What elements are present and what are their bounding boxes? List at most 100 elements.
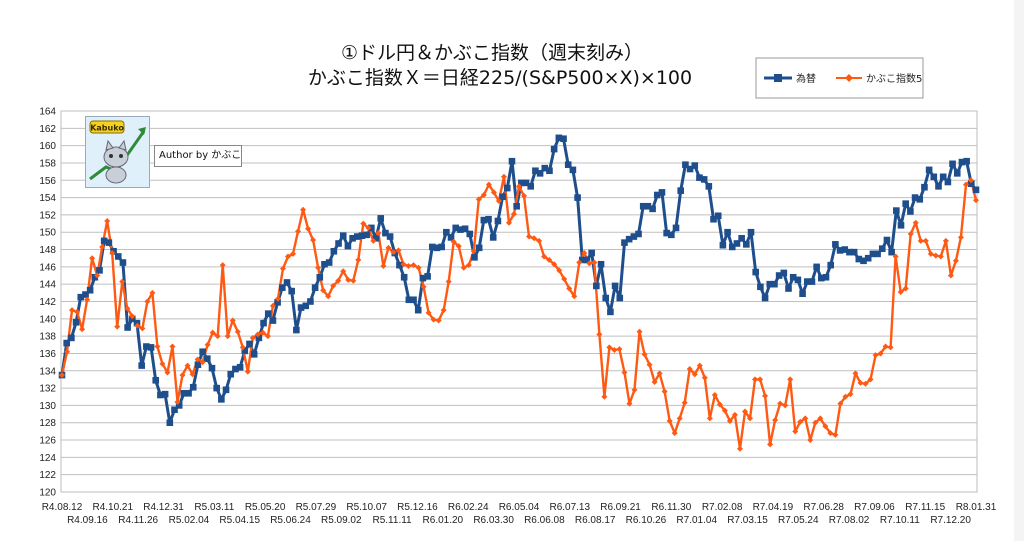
point-usd-jpy <box>77 293 85 301</box>
point-usd-jpy <box>180 389 188 397</box>
x-tick-label: R7.02.08 <box>702 502 743 513</box>
x-tick-label: R5.06.24 <box>270 515 311 526</box>
point-usd-jpy <box>672 224 680 232</box>
point-usd-jpy <box>311 284 319 291</box>
point-usd-jpy <box>827 261 834 269</box>
point-kabuko <box>912 219 919 226</box>
point-kabuko <box>440 307 447 314</box>
point-usd-jpy <box>250 351 258 358</box>
point-kabuko <box>857 379 864 386</box>
point-kabuko <box>827 430 834 437</box>
point-usd-jpy <box>668 231 675 239</box>
point-kabuko <box>681 399 688 406</box>
point-usd-jpy <box>471 254 478 261</box>
y-tick-label: 152 <box>39 210 56 221</box>
point-kabuko <box>420 283 427 290</box>
point-usd-jpy <box>307 298 314 305</box>
point-usd-jpy <box>147 344 155 351</box>
point-kabuko <box>69 307 76 314</box>
point-usd-jpy <box>841 246 849 253</box>
point-kabuko <box>812 419 819 426</box>
point-usd-jpy <box>213 384 220 392</box>
point-kabuko <box>907 230 914 237</box>
y-tick-label: 132 <box>39 384 56 395</box>
point-usd-jpy <box>321 260 328 268</box>
point-usd-jpy <box>86 286 94 294</box>
point-kabuko <box>194 356 201 363</box>
point-kabuko <box>536 237 543 244</box>
point-usd-jpy <box>424 273 431 280</box>
x-tick-label: R6.05.04 <box>499 502 540 513</box>
point-usd-jpy <box>241 347 249 355</box>
point-kabuko <box>947 272 954 279</box>
y-tick-label: 144 <box>39 280 56 291</box>
point-usd-jpy <box>738 234 745 242</box>
point-usd-jpy <box>428 243 436 251</box>
point-kabuko <box>892 253 899 260</box>
point-usd-jpy <box>457 226 464 233</box>
point-usd-jpy <box>494 217 502 225</box>
x-tick-label: R7.01.04 <box>676 515 717 526</box>
x-tick-label: R7.09.06 <box>854 502 895 513</box>
point-kabuko <box>164 369 171 376</box>
point-kabuko <box>691 371 698 378</box>
point-kabuko <box>470 248 477 255</box>
point-usd-jpy <box>527 183 535 190</box>
point-kabuko <box>114 323 121 330</box>
y-tick-label: 124 <box>39 453 56 464</box>
point-kabuko <box>546 256 553 263</box>
point-kabuko <box>973 197 979 204</box>
point-kabuko <box>731 411 738 418</box>
x-tick-label: R5.11.11 <box>373 515 413 526</box>
point-kabuko <box>330 282 337 289</box>
x-tick-label: R6.03.30 <box>473 515 514 526</box>
point-usd-jpy <box>771 280 778 288</box>
x-tick-label: R7.08.02 <box>829 515 870 526</box>
point-kabuko <box>752 376 759 383</box>
point-usd-jpy <box>452 224 460 232</box>
point-usd-jpy <box>555 134 563 142</box>
point-usd-jpy <box>733 240 741 247</box>
point-kabuko <box>797 418 804 425</box>
point-kabuko <box>189 371 196 378</box>
point-kabuko <box>757 376 764 383</box>
point-usd-jpy <box>907 208 914 215</box>
point-usd-jpy <box>588 249 595 257</box>
point-usd-jpy <box>344 242 352 250</box>
x-tick-label: R6.09.21 <box>600 502 641 513</box>
legend-kabuko-marker <box>845 74 853 82</box>
legend-kabuko-label: かぶこ指数5 <box>866 72 922 85</box>
point-kabuko <box>370 237 377 244</box>
point-usd-jpy <box>157 391 164 399</box>
point-kabuko <box>134 322 141 329</box>
point-kabuko <box>234 328 241 335</box>
point-usd-jpy <box>897 222 905 229</box>
point-usd-jpy <box>696 174 703 181</box>
point-usd-jpy <box>218 396 225 403</box>
point-kabuko <box>957 234 964 241</box>
point-kabuko <box>571 293 578 300</box>
x-tick-label: R5.05.20 <box>245 502 286 513</box>
point-kabuko <box>455 243 462 250</box>
point-usd-jpy <box>789 273 797 281</box>
point-kabuko <box>209 329 216 336</box>
y-tick-label: 146 <box>39 262 56 273</box>
x-tick-label: R5.02.04 <box>169 515 210 526</box>
point-kabuko <box>274 295 281 302</box>
point-usd-jpy <box>649 205 656 213</box>
point-kabuko <box>405 262 412 269</box>
point-usd-jpy <box>775 272 783 279</box>
x-tick-label: R5.09.02 <box>321 515 362 526</box>
point-kabuko <box>89 255 96 262</box>
y-tick-label: 148 <box>39 245 56 256</box>
point-usd-jpy <box>246 340 253 348</box>
point-usd-jpy <box>386 233 394 240</box>
point-usd-jpy <box>236 364 244 371</box>
point-kabuko <box>244 368 251 375</box>
y-tick-label: 158 <box>39 158 56 169</box>
point-usd-jpy <box>199 348 206 356</box>
point-usd-jpy <box>278 284 286 291</box>
point-kabuko <box>872 352 879 359</box>
point-kabuko <box>159 360 166 367</box>
point-usd-jpy <box>724 228 731 236</box>
